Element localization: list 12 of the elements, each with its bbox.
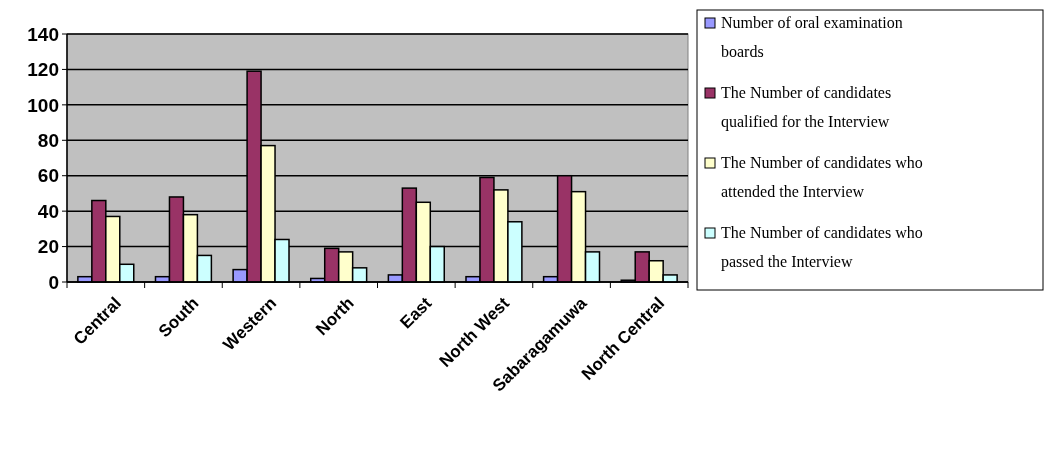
y-tick-label: 60	[37, 165, 59, 187]
legend-label: The Number of candidates who passed the Interview	[721, 224, 923, 271]
y-tick-label: 140	[27, 23, 59, 45]
y-tick-label: 80	[37, 129, 59, 151]
legend-label: The Number of candidates who attended the Interview	[721, 154, 923, 200]
y-tick-label: 0	[48, 271, 59, 293]
y-tick-label: 40	[37, 200, 59, 222]
y-tick-label: 20	[37, 236, 59, 258]
legend-label: The Number of candidates qualified for the Interview	[721, 84, 892, 131]
y-tick-label: 120	[27, 59, 59, 81]
legend-label: Number of oral examination boards	[721, 14, 903, 60]
y-tick-label: 100	[27, 94, 59, 116]
